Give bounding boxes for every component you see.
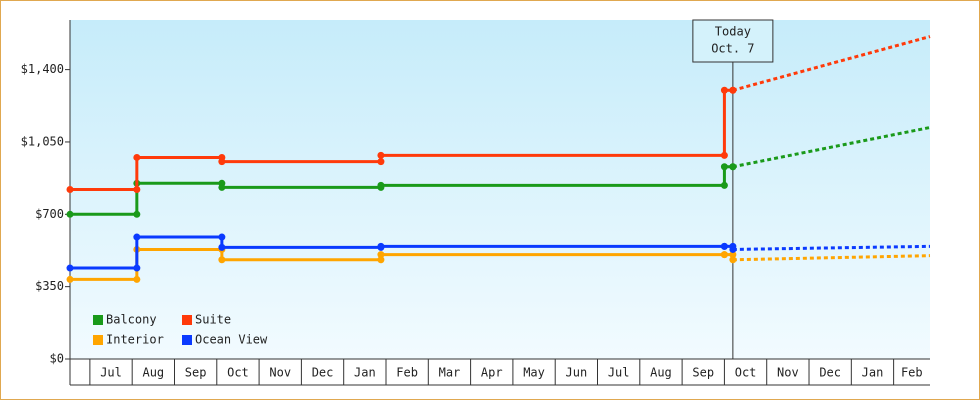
point	[133, 275, 141, 283]
x-tick-label: Sep	[692, 366, 714, 380]
point	[218, 256, 226, 264]
x-tick-label: Jul	[608, 366, 630, 380]
point	[133, 233, 141, 241]
point	[66, 210, 74, 218]
today-label: Oct. 7	[711, 42, 754, 56]
point	[377, 158, 385, 166]
x-tick-label: Sep	[185, 366, 207, 380]
forecast-line	[732, 244, 931, 251]
point	[133, 264, 141, 272]
x-tick-label: Aug	[650, 366, 672, 380]
point	[218, 158, 226, 166]
point	[218, 243, 226, 251]
point	[720, 163, 728, 171]
x-tick-label: Oct	[227, 366, 249, 380]
x-tick-label: Jun	[566, 366, 588, 380]
point	[729, 251, 737, 259]
point	[729, 245, 737, 253]
point	[377, 256, 385, 264]
x-tick-label: Mar	[439, 366, 461, 380]
point	[133, 210, 141, 218]
x-tick-label: Jan	[862, 366, 884, 380]
x-tick-label: Feb	[901, 366, 923, 380]
today-label: Today	[715, 25, 751, 39]
legend-swatch	[93, 335, 103, 345]
point	[729, 86, 737, 94]
legend-label: Interior	[106, 333, 164, 347]
x-tick-label: Jan	[354, 366, 376, 380]
forecast-line	[732, 35, 931, 92]
y-tick-label: $1,400	[21, 62, 64, 76]
x-tick-label: Jul	[100, 366, 122, 380]
point	[720, 181, 728, 189]
y-tick-label: $350	[35, 279, 64, 293]
legend-swatch	[182, 315, 192, 325]
point	[729, 256, 737, 264]
legend-label: Balcony	[106, 313, 157, 327]
forecast-line	[732, 254, 931, 262]
legend-label: Ocean View	[195, 333, 268, 347]
point	[729, 163, 737, 171]
forecast-line	[732, 126, 931, 169]
y-tick-label: $0	[50, 352, 64, 366]
point	[66, 264, 74, 272]
point	[720, 251, 728, 259]
today-box	[692, 19, 774, 63]
x-tick-label: Oct	[735, 366, 757, 380]
x-tick-label: Apr	[481, 366, 503, 380]
x-tick-label: Nov	[777, 366, 799, 380]
point	[218, 233, 226, 241]
point	[133, 186, 141, 193]
point	[720, 242, 728, 250]
point	[218, 183, 226, 191]
point	[377, 181, 385, 189]
x-tick-label: Nov	[269, 366, 291, 380]
point	[720, 86, 728, 94]
point	[377, 251, 385, 259]
point	[377, 151, 385, 159]
x-tick-label: Dec	[312, 366, 334, 380]
x-tick-label: Aug	[142, 366, 164, 380]
x-tick-label: Dec	[819, 366, 841, 380]
x-tick-label: May	[523, 366, 545, 380]
point	[66, 275, 74, 283]
legend-swatch	[182, 335, 192, 345]
y-tick-label: $700	[35, 207, 64, 221]
plot-area	[70, 20, 930, 359]
legend-swatch	[93, 315, 103, 325]
point	[133, 153, 141, 161]
x-tick-label: Feb	[396, 366, 418, 380]
legend-label: Suite	[195, 313, 231, 327]
point	[377, 242, 385, 250]
point	[720, 151, 728, 159]
y-tick-label: $1,050	[21, 134, 64, 148]
point	[66, 186, 74, 193]
